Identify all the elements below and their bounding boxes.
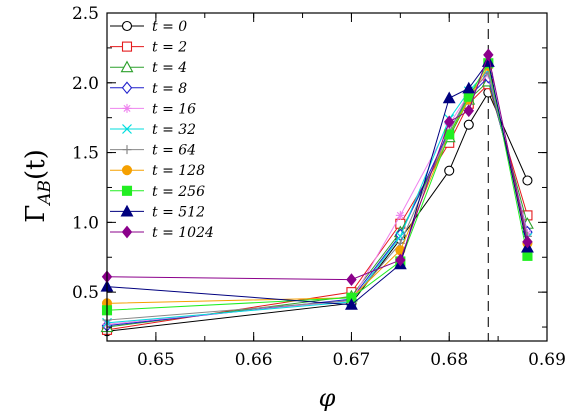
data-point	[463, 119, 474, 130]
data-point	[122, 103, 132, 113]
legend-item: t = 2	[110, 40, 187, 56]
y-axis-label-main: Γ	[21, 205, 51, 223]
data-point	[395, 253, 406, 267]
data-point	[122, 145, 132, 155]
x-axis-label: φ	[319, 384, 336, 412]
data-point	[395, 231, 406, 242]
data-point	[121, 81, 133, 95]
y-tick-label: 0.5	[72, 283, 99, 303]
legend-label: t = 8	[152, 81, 187, 97]
x-tick-label: 0.69	[528, 350, 566, 370]
data-point	[483, 48, 494, 62]
legend-item: t = 8	[110, 81, 187, 97]
y-tick-label: 1.0	[72, 213, 99, 233]
x-tick-label: 0.65	[137, 350, 175, 370]
data-point	[120, 60, 134, 73]
legend-label: t = 128	[152, 163, 205, 179]
x-tick-label: 0.67	[333, 350, 371, 370]
data-point-stroke	[122, 124, 132, 134]
legend-item: t = 512	[110, 204, 205, 220]
y-axis-label-arg: (t)	[21, 149, 51, 180]
legend-label: t = 0	[152, 19, 187, 35]
legend-label: t = 16	[152, 101, 196, 117]
data-point	[444, 165, 455, 176]
data-point	[462, 81, 476, 94]
data-point-stroke	[123, 104, 131, 112]
legend-item: t = 32	[110, 122, 196, 138]
series-group	[100, 48, 534, 337]
legend-label: t = 2	[152, 40, 187, 56]
data-point	[121, 185, 133, 196]
legend-item: t = 64	[110, 143, 196, 159]
y-tick-label: 1.5	[72, 144, 99, 164]
y-axis-label: ΓAB(t)	[21, 149, 55, 223]
axis-ticks: 0.65 0.66 0.67 0.68 0.69 0.5 1.0 1.5 2.0 2.5	[72, 4, 566, 370]
data-point	[122, 124, 132, 134]
legend-label: t = 256	[152, 184, 205, 200]
data-point	[121, 20, 133, 32]
data-point	[463, 91, 474, 102]
legend: t = 0 t = 2 t = 4 t = 8 t = 16 t = 32 t = 64 t …	[110, 19, 214, 241]
legend-label: t = 4	[152, 60, 187, 76]
legend-item: t = 16	[110, 101, 196, 117]
data-point-stroke	[395, 231, 406, 242]
data-point	[522, 250, 533, 261]
data-point	[444, 115, 455, 129]
data-point	[522, 175, 533, 186]
y-tick-label: 2.5	[72, 4, 99, 24]
data-point	[346, 273, 357, 286]
legend-label: t = 32	[152, 122, 196, 138]
legend-item: t = 256	[110, 184, 205, 200]
data-point	[395, 210, 405, 220]
data-point	[442, 91, 456, 104]
legend-item: t = 128	[110, 163, 205, 179]
legend-item: t = 4	[110, 60, 187, 76]
data-point	[522, 235, 533, 249]
y-axis-label-sub: AB	[35, 180, 55, 207]
plot-border	[106, 12, 548, 342]
data-point-stroke	[396, 211, 404, 219]
legend-label: t = 64	[152, 143, 196, 159]
data-point	[345, 298, 358, 310]
x-tick-label: 0.66	[235, 350, 273, 370]
legend-label: t = 1024	[152, 225, 214, 241]
legend-label: t = 512	[152, 204, 205, 220]
plot-frame	[106, 12, 548, 342]
data-point	[463, 104, 474, 118]
legend-item: t = 1024	[110, 225, 214, 241]
data-point	[121, 41, 133, 52]
x-tick-label: 0.68	[430, 350, 468, 370]
data-point	[121, 165, 133, 176]
legend-item: t = 0	[110, 19, 187, 35]
data-point	[120, 204, 134, 217]
y-tick-label: 2.0	[72, 74, 99, 94]
data-point	[121, 225, 133, 239]
